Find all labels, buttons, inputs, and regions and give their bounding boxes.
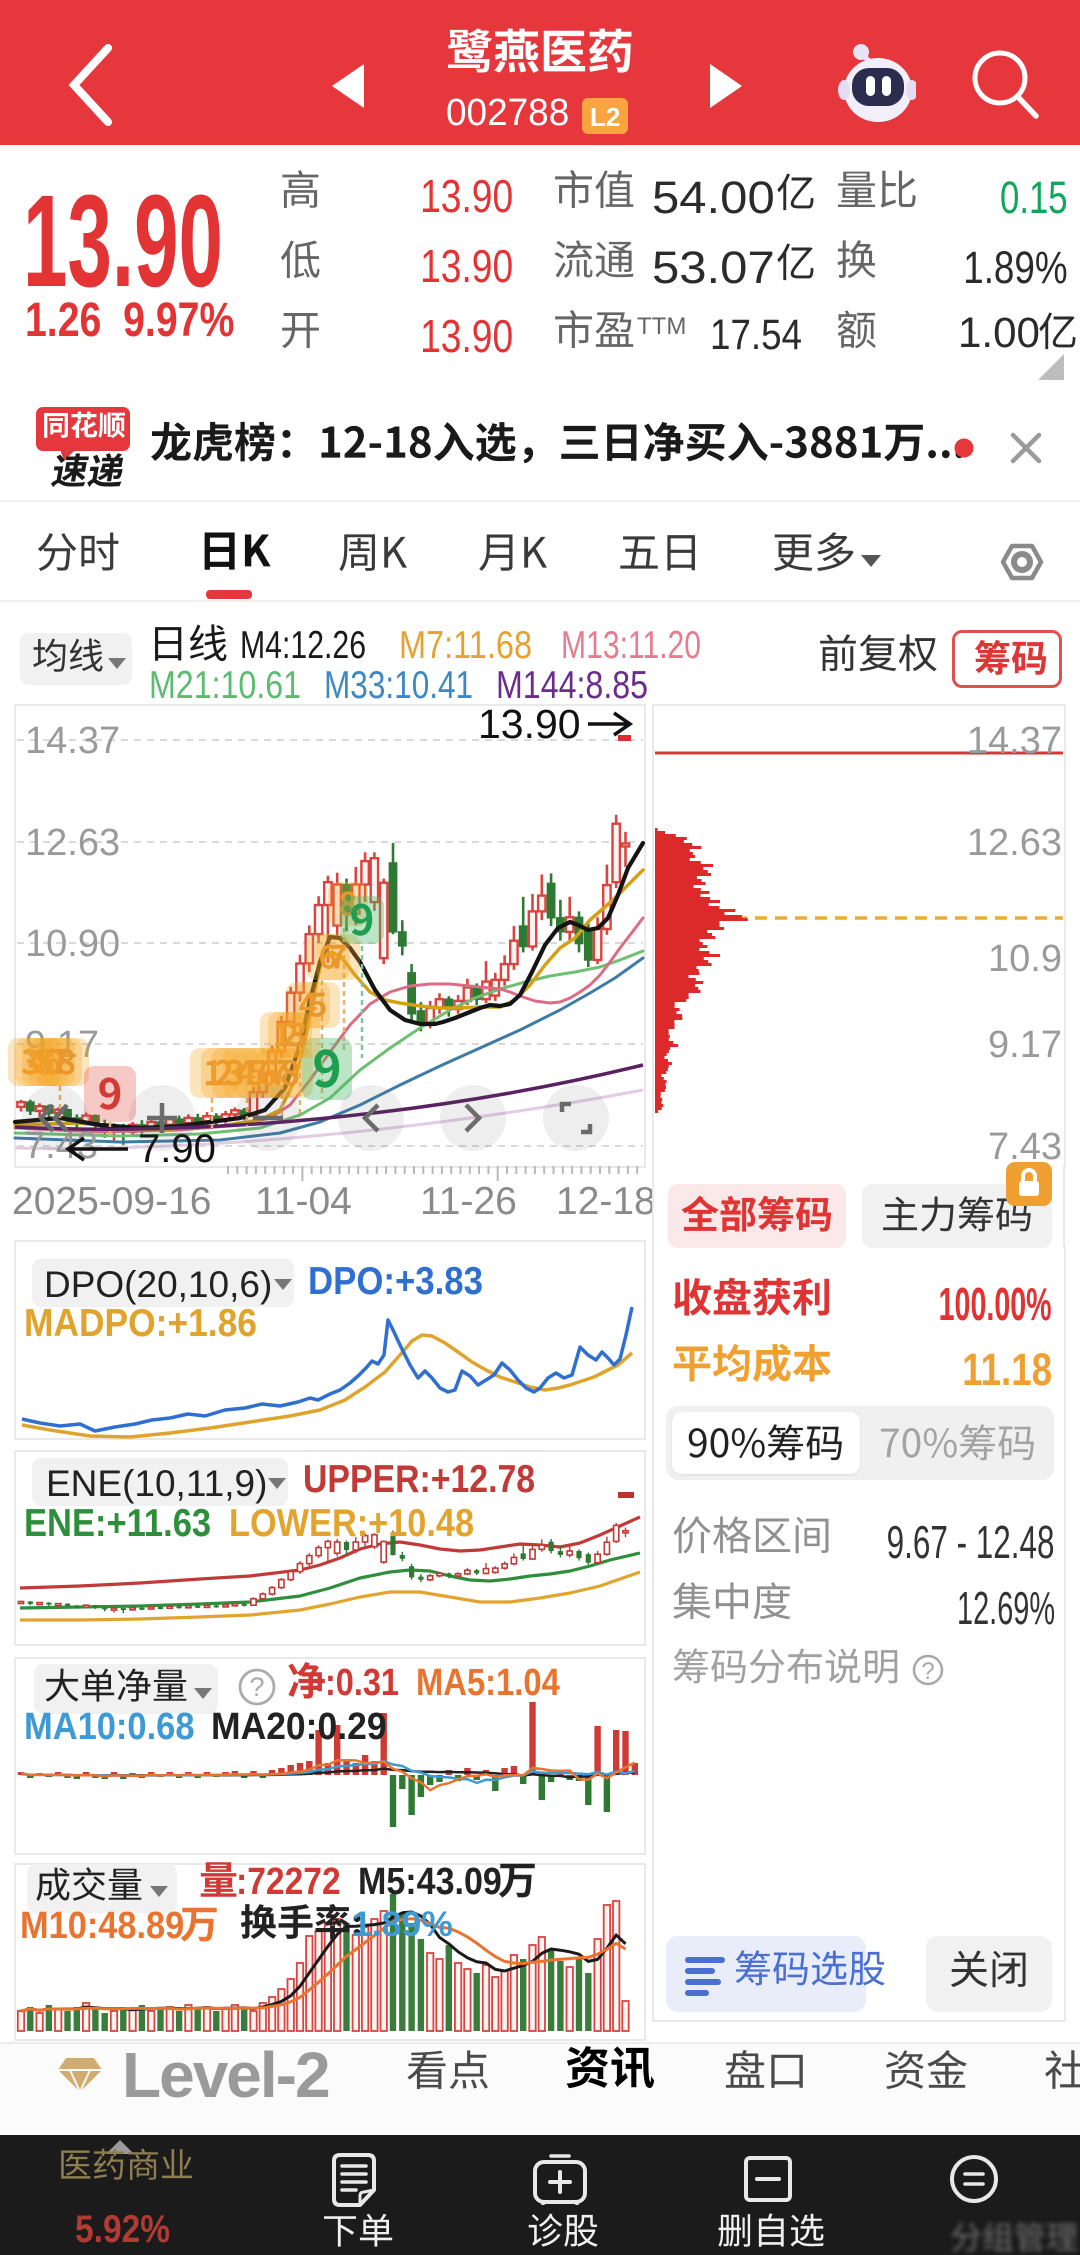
svg-text:14.37: 14.37 (25, 720, 120, 762)
svg-text:10.9: 10.9 (988, 938, 1062, 980)
svg-text:7.90: 7.90 (138, 1127, 216, 1171)
svg-text:13.90: 13.90 (478, 701, 581, 747)
svg-text:?: ? (249, 1672, 264, 1702)
svg-text:?: ? (921, 1658, 934, 1685)
svg-text:9.17: 9.17 (988, 1024, 1062, 1066)
svg-text:7.43: 7.43 (988, 1126, 1062, 1168)
svg-text:12.63: 12.63 (967, 822, 1062, 864)
svg-text:10.90: 10.90 (25, 923, 120, 965)
svg-text:7.43: 7.43 (24, 1125, 98, 1167)
svg-text:12.63: 12.63 (25, 822, 120, 864)
svg-text:14.37: 14.37 (967, 720, 1062, 762)
